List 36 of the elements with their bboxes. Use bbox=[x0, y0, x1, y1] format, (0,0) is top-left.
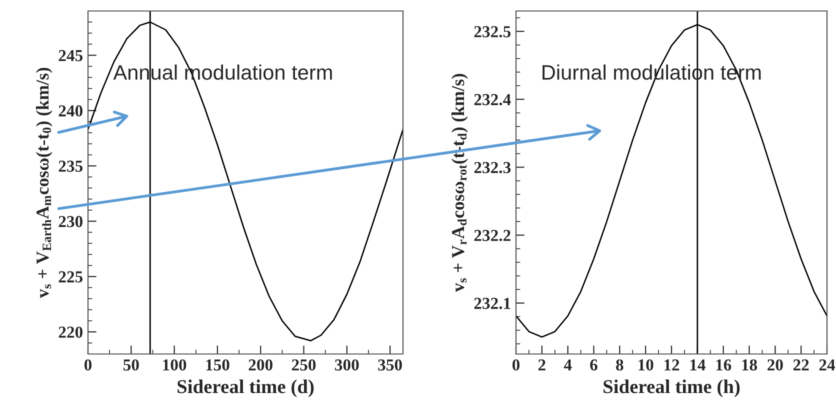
y-tick-label: 235 bbox=[58, 160, 83, 172]
x-tick-label: 100 bbox=[163, 359, 186, 371]
x-tick-label: 16 bbox=[716, 359, 732, 371]
y-tick-label: 245 bbox=[58, 50, 83, 62]
x-tick-label: 150 bbox=[206, 359, 230, 371]
text: v$_{s}$ + V$_{r}$A$_{d}$cosω$_{rot}$(t-t$_{d}$) (km/s) bbox=[451, 74, 468, 292]
x-tick-label: 2 bbox=[538, 359, 546, 370]
y-tick-label: 232.4 bbox=[474, 94, 511, 106]
x-tick-label: 22 bbox=[793, 359, 809, 370]
x-tick-label: 24 bbox=[819, 359, 836, 370]
y-tick-label: 225 bbox=[58, 271, 83, 282]
x-tick-label: 20 bbox=[768, 359, 783, 371]
x-axis-title: Sidereal time (h) bbox=[604, 380, 740, 398]
x-tick-label: 10 bbox=[638, 359, 654, 371]
y-tick-label: 220 bbox=[58, 326, 83, 338]
x-tick-label: 4 bbox=[564, 359, 572, 370]
x-tick-label: 50 bbox=[123, 359, 139, 371]
y-tick-label: 232.5 bbox=[474, 26, 511, 38]
x-tick-label: 250 bbox=[292, 359, 316, 371]
x-tick-label: 18 bbox=[742, 359, 758, 371]
y-tick-label: 240 bbox=[58, 105, 83, 117]
x-tick-label: 300 bbox=[335, 359, 359, 371]
y-tick-label: 230 bbox=[58, 216, 83, 228]
x-tick-label: 200 bbox=[248, 359, 272, 371]
y-tick-label: 232.2 bbox=[474, 230, 510, 242]
x-tick-label: 14 bbox=[690, 359, 706, 370]
x-axis-title: Sidereal time (d) bbox=[178, 380, 314, 398]
y-tick-label: 232.3 bbox=[474, 162, 511, 174]
x-tick-label: 0 bbox=[512, 359, 520, 371]
x-tick-label: 6 bbox=[590, 359, 598, 371]
text: v$_{s}$ + V$_{Earth}$A$_{m}$cosω(t-t$_{0}$) (km/s) bbox=[36, 68, 52, 298]
x-tick-label: 350 bbox=[378, 359, 402, 371]
y-tick-label: 232.1 bbox=[474, 298, 510, 310]
x-tick-label: 0 bbox=[84, 359, 92, 371]
x-tick-label: 12 bbox=[664, 359, 680, 370]
x-tick-label: 8 bbox=[616, 359, 624, 371]
